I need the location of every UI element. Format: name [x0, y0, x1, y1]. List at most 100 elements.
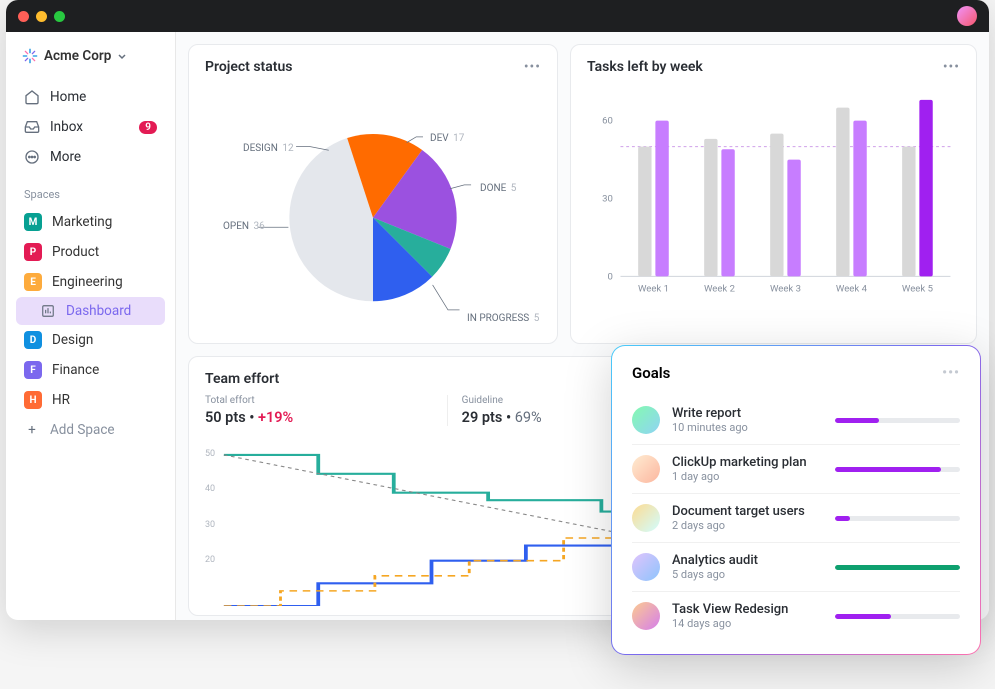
nav-home[interactable]: Home: [16, 82, 165, 112]
svg-text:Week 3: Week 3: [770, 284, 801, 295]
goal-time: 1 day ago: [672, 470, 823, 483]
workspace-name: Acme Corp: [44, 48, 111, 64]
nav-more[interactable]: More: [16, 142, 165, 172]
space-item-hr[interactable]: H HR: [16, 385, 165, 415]
goal-row[interactable]: Write report10 minutes ago: [632, 396, 960, 445]
goal-row[interactable]: Analytics audit5 days ago: [632, 543, 960, 592]
window-controls: [18, 11, 65, 22]
inbox-icon: [24, 119, 40, 135]
space-icon: P: [24, 243, 42, 261]
goal-row[interactable]: ClickUp marketing plan1 day ago: [632, 445, 960, 494]
effort-stat: Total effort 50 pts • +19%: [205, 395, 448, 426]
space-icon: F: [24, 361, 42, 379]
space-icon: E: [24, 273, 42, 291]
pie-label: OPEN 36: [223, 221, 265, 232]
goals-list: Write report10 minutes ago ClickUp marke…: [632, 396, 960, 640]
goal-time: 14 days ago: [672, 617, 823, 630]
close-window-button[interactable]: [18, 11, 29, 22]
svg-text:Week 4: Week 4: [836, 284, 868, 295]
goal-name: Write report: [672, 406, 823, 421]
minimize-window-button[interactable]: [36, 11, 47, 22]
dashboard-icon: [40, 303, 56, 319]
home-icon: [24, 89, 40, 105]
tasks-left-card: Tasks left by week ••• 03060Week 1Week 2…: [570, 44, 977, 344]
plus-icon: +: [24, 422, 40, 438]
project-status-chart: OPEN 36 DESIGN 12 DEV 17 DONE 5 IN PROGRESS …: [205, 83, 541, 333]
goals-title: Goals: [632, 364, 670, 382]
add-space-button[interactable]: + Add Space: [16, 415, 165, 445]
project-status-more-button[interactable]: •••: [524, 59, 541, 75]
chevron-down-icon: [117, 51, 127, 61]
user-avatar[interactable]: [957, 6, 977, 26]
effort-ytick: 50: [205, 449, 215, 459]
maximize-window-button[interactable]: [54, 11, 65, 22]
workspace-switcher[interactable]: Acme Corp: [16, 44, 165, 68]
goal-row[interactable]: Document target users2 days ago: [632, 494, 960, 543]
space-item-design[interactable]: DDesign: [16, 325, 165, 355]
goal-time: 10 minutes ago: [672, 421, 823, 434]
space-item-product[interactable]: P Product: [16, 237, 165, 267]
spaces-section-label: Spaces: [16, 182, 165, 207]
goal-avatar: [632, 455, 660, 483]
space-item-engineering[interactable]: E Engineering: [16, 267, 165, 297]
titlebar: [6, 0, 989, 32]
space-icon: M: [24, 213, 42, 231]
team-effort-title: Team effort: [205, 371, 279, 387]
goal-avatar: [632, 406, 660, 434]
space-name: HR: [52, 392, 70, 408]
goal-name: Analytics audit: [672, 553, 823, 568]
svg-text:0: 0: [607, 271, 612, 282]
goal-progress: [835, 565, 960, 570]
space-name: Marketing: [52, 214, 112, 230]
goal-progress: [835, 614, 960, 619]
nav-inbox[interactable]: Inbox 9: [16, 112, 165, 142]
spaces-list: M Marketing P Product E Engineering Dashboard D…: [16, 207, 165, 415]
goal-progress: [835, 516, 960, 521]
svg-text:Week 5: Week 5: [902, 284, 933, 295]
goal-name: Document target users: [672, 504, 823, 519]
pie-label: IN PROGRESS 5: [467, 313, 539, 324]
goal-progress: [835, 418, 960, 423]
stat-label: Total effort: [205, 395, 433, 406]
goal-progress: [835, 467, 960, 472]
tasks-left-chart: 03060Week 1Week 2Week 3Week 4Week 5: [587, 85, 960, 310]
svg-text:30: 30: [602, 193, 613, 204]
inbox-badge: 9: [139, 121, 157, 134]
pie-label: DESIGN 12: [243, 143, 294, 154]
goal-time: 5 days ago: [672, 568, 823, 581]
space-name: Product: [52, 244, 99, 260]
svg-text:Week 2: Week 2: [704, 284, 736, 295]
goal-avatar: [632, 602, 660, 630]
sidebar: Acme Corp Home Inbox 9 More Spaces M Mark…: [6, 32, 176, 620]
goals-card: Goals ••• Write report10 minutes ago Cli…: [611, 345, 981, 655]
space-icon: H: [24, 391, 42, 409]
nav-inbox-label: Inbox: [50, 119, 83, 135]
effort-ytick: 20: [205, 555, 215, 565]
nav-home-label: Home: [50, 89, 86, 105]
space-sub-label: Dashboard: [66, 303, 131, 319]
space-sub-dashboard[interactable]: Dashboard: [16, 297, 165, 325]
goals-more-button[interactable]: •••: [942, 365, 960, 381]
more-icon: [24, 149, 40, 165]
space-name: Finance: [52, 362, 99, 378]
effort-ytick: 40: [205, 484, 215, 494]
tasks-left-title: Tasks left by week: [587, 59, 703, 75]
space-icon: D: [24, 331, 42, 349]
workspace-logo-icon: [22, 48, 38, 64]
goal-avatar: [632, 504, 660, 532]
nav-more-label: More: [50, 149, 81, 165]
project-status-card: Project status ••• OPEN 36 DESIGN 12 DEV 1…: [188, 44, 558, 344]
space-item-marketing[interactable]: M Marketing: [16, 207, 165, 237]
svg-text:Week 1: Week 1: [638, 284, 669, 295]
space-item-finance[interactable]: F Finance: [16, 355, 165, 385]
pie-label: DONE 5: [480, 183, 516, 194]
goal-row[interactable]: Task View Redesign14 days ago: [632, 592, 960, 640]
stat-value: 50 pts • +19%: [205, 409, 433, 426]
goal-avatar: [632, 553, 660, 581]
tasks-left-more-button[interactable]: •••: [943, 59, 960, 75]
project-status-title: Project status: [205, 59, 292, 75]
space-name: Engineering: [52, 274, 123, 290]
pie-label: DEV 17: [430, 133, 464, 144]
goal-time: 2 days ago: [672, 519, 823, 532]
goal-name: Task View Redesign: [672, 602, 823, 617]
